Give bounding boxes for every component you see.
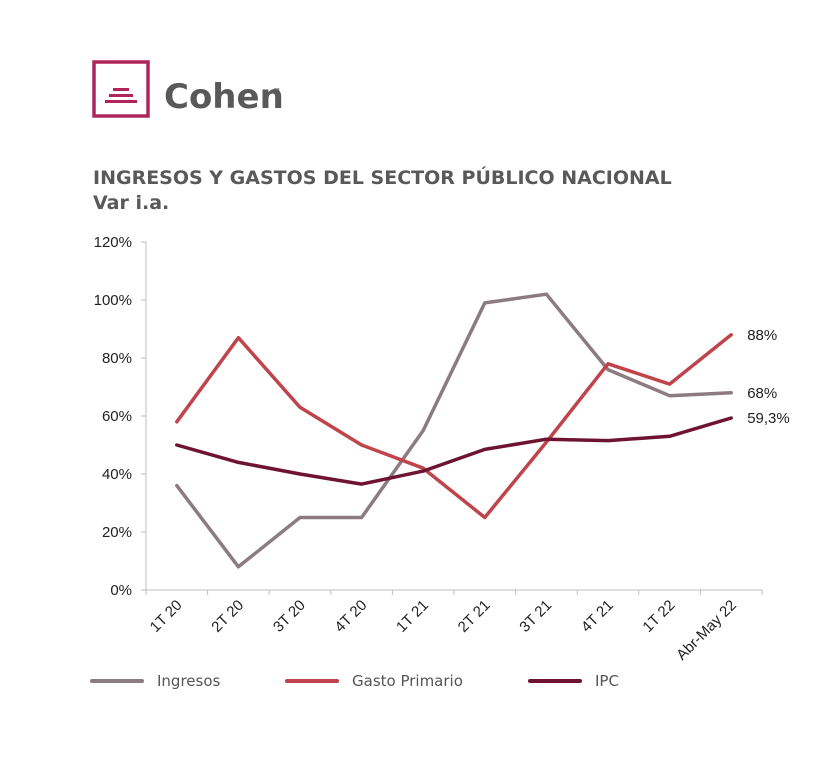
series-lines	[175, 292, 733, 569]
data-point	[668, 435, 671, 438]
data-point	[483, 448, 486, 451]
data-point	[730, 416, 733, 420]
data-point	[606, 368, 610, 371]
x-tick-label: 1T 22	[639, 597, 678, 636]
y-tick-label: 120%	[94, 234, 132, 251]
end-label: 68%	[747, 385, 777, 402]
x-tick-label: 1T 21	[393, 597, 432, 636]
data-point	[422, 467, 425, 470]
brand-trademark: ™	[273, 87, 281, 96]
x-ticks: 1T 20 2T 20 3T 20 4T 20 1T 21 2T 21 3T 21 4T 21…	[145, 590, 763, 664]
legend-label: Ingresos	[157, 672, 221, 690]
chart-subtitle: Var i.a.	[93, 192, 169, 214]
x-tick-label: 2T 20	[208, 597, 247, 636]
x-tick-label: 1T 20	[147, 597, 186, 636]
y-ticks: 0% 20% 40% 60% 80% 100% 120%	[94, 234, 146, 599]
data-point	[298, 516, 302, 519]
y-tick-label: 20%	[102, 524, 132, 541]
cohen-logo: Cohen ™	[92, 60, 284, 118]
data-point	[237, 565, 240, 568]
data-point	[668, 382, 671, 386]
end-label: 59,3%	[747, 410, 790, 427]
legend: Ingresos Gasto Primario IPC	[90, 672, 619, 690]
data-point	[730, 333, 733, 336]
legend-label: IPC	[595, 672, 619, 690]
y-tick-label: 40%	[102, 466, 132, 483]
data-point	[422, 429, 425, 432]
data-point	[730, 391, 733, 394]
data-point	[668, 394, 671, 397]
data-point	[483, 516, 486, 519]
series-line-gasto-primario	[175, 333, 733, 520]
data-point	[175, 420, 178, 423]
series-line-ingresos	[175, 292, 733, 569]
data-point	[606, 362, 610, 365]
data-point	[298, 406, 302, 409]
y-tick-label: 0%	[110, 582, 132, 599]
legend-label: Gasto Primario	[352, 672, 463, 690]
data-point	[545, 293, 548, 296]
axes	[145, 242, 762, 591]
data-point	[237, 461, 240, 464]
data-point	[237, 336, 240, 339]
chart-title: INGRESOS Y GASTOS DEL SECTOR PÚBLICO NAC…	[93, 165, 672, 189]
logo-frame	[92, 60, 150, 118]
data-point	[545, 440, 548, 444]
logo-step-2	[109, 94, 133, 97]
end-labels: 68% 88% 59,3%	[747, 327, 790, 427]
data-point	[175, 484, 178, 487]
x-tick-label: 2T 21	[455, 597, 494, 636]
y-tick-label: 60%	[102, 408, 132, 425]
series-line-ipc	[175, 416, 733, 486]
x-tick-label: 3T 21	[516, 597, 555, 636]
y-tick-label: 80%	[102, 350, 132, 367]
data-point	[422, 469, 425, 473]
data-point	[175, 443, 178, 447]
data-point	[298, 472, 302, 476]
x-tick-label: Abr-May 22	[673, 597, 740, 664]
data-point	[545, 438, 548, 441]
y-tick-label: 100%	[94, 292, 132, 309]
data-point	[360, 516, 363, 519]
data-point	[606, 439, 610, 442]
logo-step-3	[105, 100, 137, 103]
data-point	[360, 443, 363, 447]
data-point	[483, 301, 486, 305]
data-point	[360, 482, 363, 486]
logo-step-1	[113, 88, 129, 91]
end-label: 88%	[747, 327, 777, 344]
x-tick-label: 3T 20	[270, 597, 309, 636]
brand-name: Cohen	[164, 77, 284, 117]
x-tick-label: 4T 20	[331, 597, 370, 636]
x-tick-label: 4T 21	[578, 597, 617, 636]
